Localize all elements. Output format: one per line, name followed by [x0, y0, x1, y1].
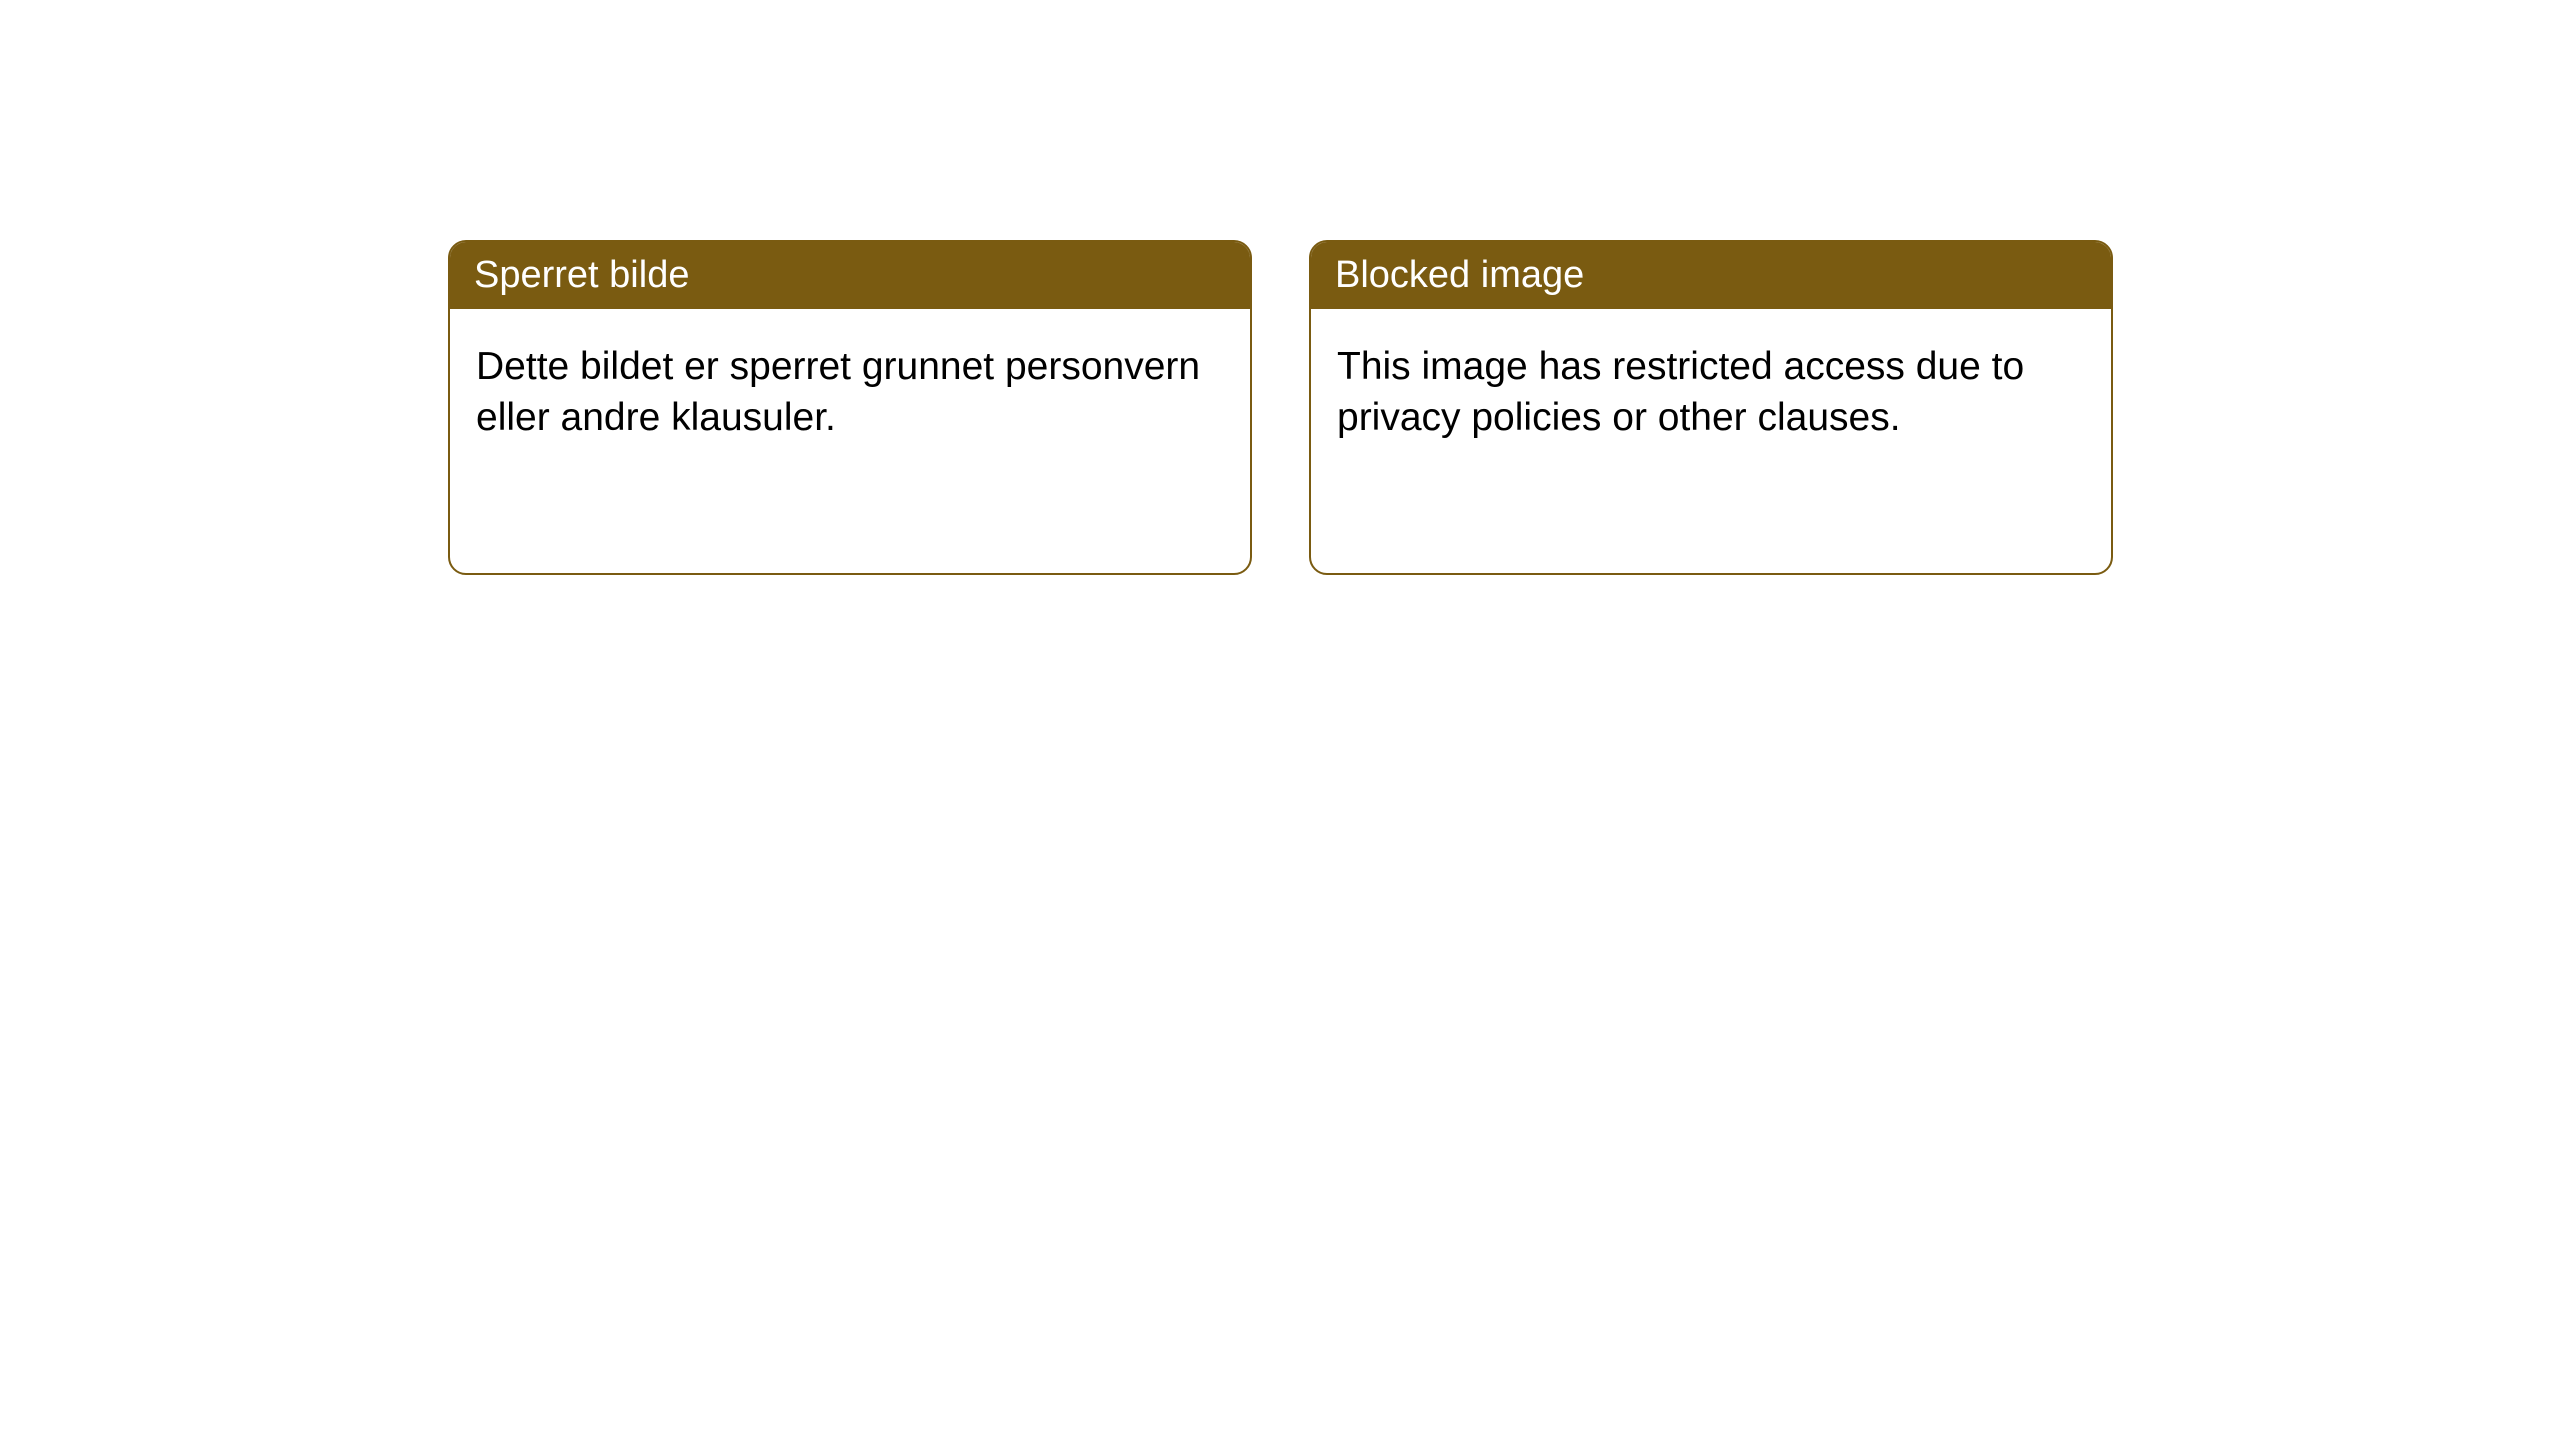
notice-card-title: Blocked image — [1311, 242, 2111, 309]
notice-card-body: This image has restricted access due to … — [1311, 309, 2111, 475]
notice-container: Sperret bilde Dette bildet er sperret gr… — [0, 0, 2560, 575]
notice-card-body: Dette bildet er sperret grunnet personve… — [450, 309, 1250, 475]
notice-card-english: Blocked image This image has restricted … — [1309, 240, 2113, 575]
notice-card-title: Sperret bilde — [450, 242, 1250, 309]
notice-card-norwegian: Sperret bilde Dette bildet er sperret gr… — [448, 240, 1252, 575]
